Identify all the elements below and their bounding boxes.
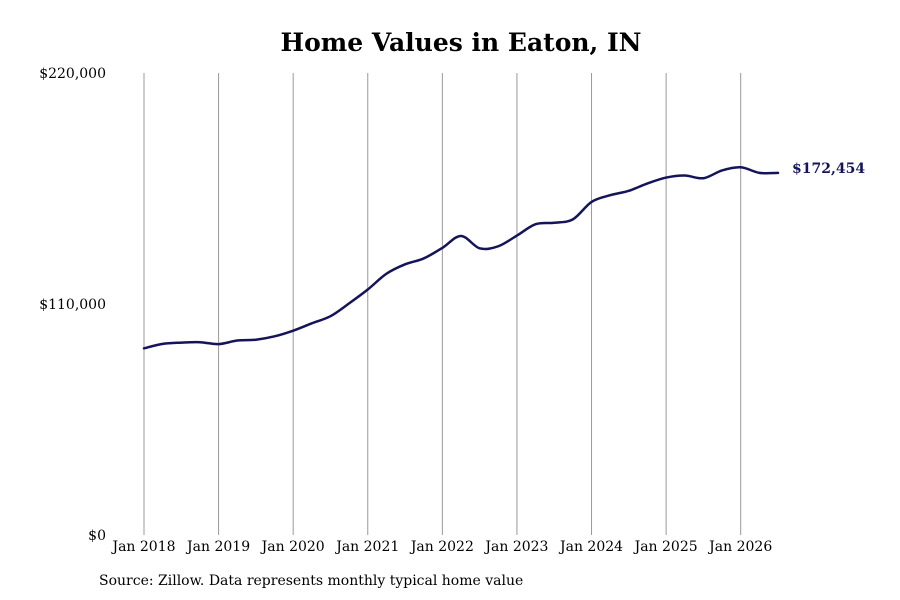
y-tick-label: $0 (88, 528, 106, 544)
x-tick-label: Jan 2026 (707, 539, 772, 555)
x-tick-label: Jan 2019 (185, 539, 250, 555)
latest-value-label: $172,454 (792, 161, 865, 177)
x-tick-label: Jan 2022 (409, 539, 474, 555)
x-tick-label: Jan 2021 (334, 539, 399, 555)
x-tick-label: Jan 2023 (483, 539, 548, 555)
source-note: Source: Zillow. Data represents monthly … (99, 573, 524, 589)
x-tick-label: Jan 2024 (558, 539, 623, 555)
x-tick-label: Jan 2018 (110, 539, 175, 555)
x-tick-label: Jan 2025 (633, 539, 698, 555)
chart-title: Home Values in Eaton, IN (280, 28, 642, 57)
x-axis-tick-labels: Jan 2018 Jan 2019 Jan 2020 Jan 2021 Jan 2022… (110, 539, 772, 555)
y-axis-tick-labels: $0 $110,000 $220,000 (39, 66, 106, 544)
y-tick-label: $220,000 (39, 66, 106, 82)
y-tick-label: $110,000 (39, 297, 106, 313)
home-value-line (142, 165, 780, 350)
vertical-grid-lines (143, 73, 742, 535)
x-tick-label: Jan 2020 (260, 539, 325, 555)
